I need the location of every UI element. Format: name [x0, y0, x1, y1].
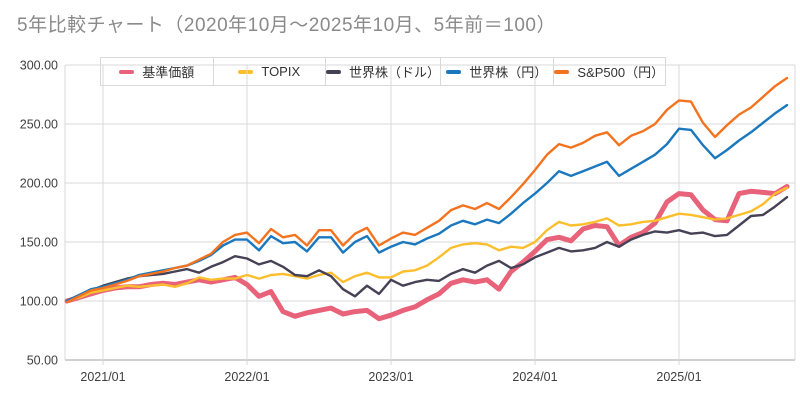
legend-item-2: 世界株（ドル）: [325, 58, 440, 85]
legend-item-0: 基準価額: [101, 58, 213, 85]
series-line-4: [65, 76, 789, 304]
legend-swatch-0: [119, 69, 135, 74]
legend-item-4: S&P500（円）: [552, 58, 666, 85]
y-tick-label-100: 100.00: [20, 295, 58, 309]
legend-item-1: TOPIX: [212, 58, 326, 85]
legend-swatch-2: [326, 69, 341, 74]
x-tick-label-2021/01: 2021/01: [80, 370, 125, 384]
y-tick-label-300: 300.00: [20, 59, 58, 73]
y-tick-label-200: 200.00: [20, 177, 58, 191]
legend-label-0: 基準価額: [142, 65, 195, 80]
series-line-1: [65, 186, 789, 303]
legend-label-2: 世界株（ドル）: [349, 65, 441, 80]
legend-swatch-3: [446, 69, 462, 74]
x-tick-label-2025/01: 2025/01: [656, 370, 701, 384]
legend-label-4: S&P500（円）: [577, 65, 665, 80]
y-tick-label-50: 50.00: [27, 354, 58, 368]
y-tick-label-250: 250.00: [20, 118, 58, 132]
legend-item-3: 世界株（円）: [440, 58, 553, 85]
x-tick-label-2024/01: 2024/01: [512, 370, 557, 384]
legend-swatch-1: [238, 69, 254, 74]
chart-legend: 基準価額 TOPIX 世界株（ドル） 世界株（円） S&P500（円）: [100, 57, 666, 86]
x-tick-label-2022/01: 2022/01: [224, 370, 269, 384]
series-line-2: [65, 195, 789, 303]
legend-swatch-4: [554, 69, 570, 74]
legend-label-1: TOPIX: [261, 64, 301, 79]
x-tick-label-2023/01: 2023/01: [368, 370, 413, 384]
page-title: 5年比較チャート（2020年10月～2025年10月、5年前＝100）: [17, 15, 556, 36]
legend-label-3: 世界株（円）: [469, 65, 548, 80]
y-tick-label-150: 150.00: [20, 236, 58, 250]
